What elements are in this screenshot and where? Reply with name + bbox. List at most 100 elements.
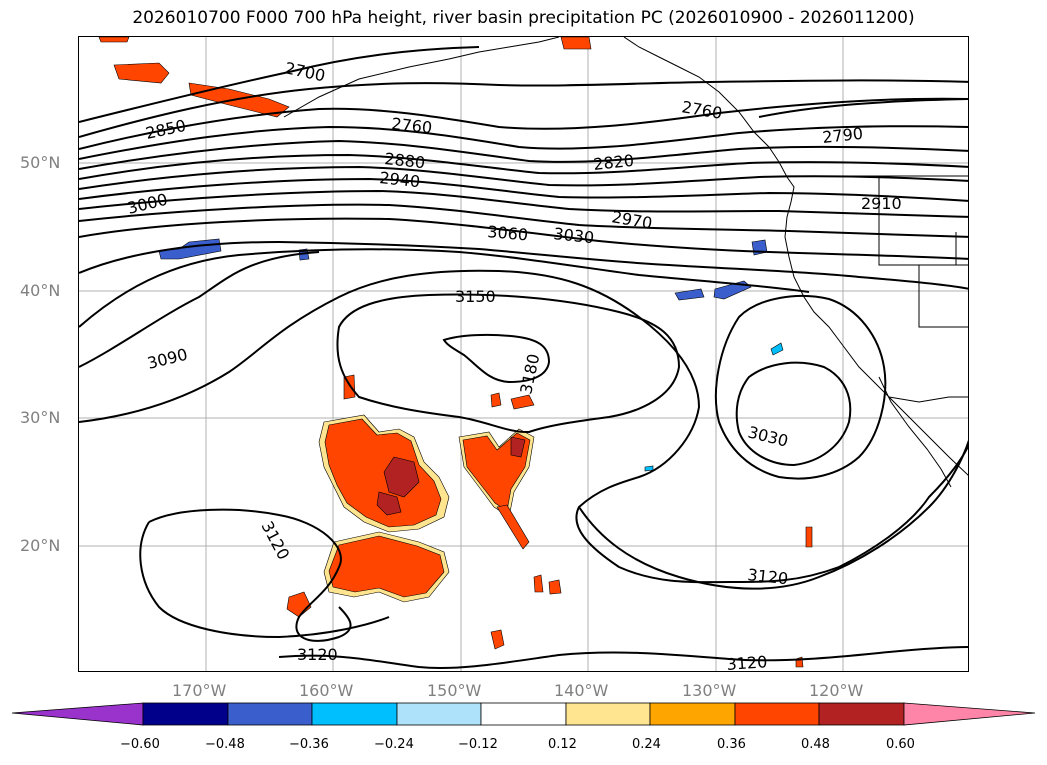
- precip-patch-small-c: [490, 392, 502, 408]
- contour-2700: [79, 46, 480, 123]
- contour-2880: [79, 165, 968, 190]
- contour-3120-north: [79, 269, 968, 584]
- lat-label-30n: 30°N: [20, 408, 61, 427]
- lat-label-40n: 40°N: [20, 281, 61, 300]
- contour-label-3120-south: 3120: [297, 645, 338, 664]
- precip-patch-central-core: [383, 456, 420, 498]
- baja-peninsula: [878, 376, 952, 488]
- precip-patch-central-main-orange: [324, 418, 442, 528]
- precip-patch-east-core: [510, 436, 526, 458]
- contour-2940: [79, 189, 968, 218]
- precip-patch-east-bar: [496, 504, 530, 550]
- precip-patch-north-4: [560, 37, 592, 50]
- contour-3030-south: [735, 361, 852, 467]
- contour-label-2700: 2700: [283, 58, 327, 85]
- precip-patch-south-small2: [533, 574, 544, 593]
- alaska-panhandle: [623, 37, 780, 163]
- contour-3060: [79, 248, 810, 328]
- colorbar-extend-low: [11, 702, 144, 726]
- mexico-border: [888, 396, 968, 403]
- contour-2820: [79, 139, 968, 170]
- contour-label-2820: 2820: [592, 151, 634, 174]
- precip-patch-east-small: [805, 526, 813, 548]
- contour-label-3150: 3150: [455, 287, 496, 306]
- colorbar-tick-012: 0.12: [548, 737, 577, 752]
- lon-label-120w: 120°W: [809, 681, 864, 700]
- contour-label-2790: 2790: [821, 124, 863, 147]
- colorbar: [11, 702, 1036, 726]
- contour-3180: [442, 333, 551, 384]
- contour-3120-south-loop: [148, 508, 352, 642]
- contour-label-2760: 2760: [391, 114, 433, 137]
- contour-3090: [79, 251, 320, 368]
- contour-label-group: 2700 2850 2760 2880 2940 3000 3060 3030 …: [125, 58, 902, 672]
- colorbar-tick-neg036: −0.36: [289, 737, 329, 752]
- lat-label-50n: 50°N: [20, 153, 61, 172]
- contour-3120-south: [139, 521, 390, 639]
- contour-label-3120-bottom: 3120: [726, 652, 768, 672]
- contour-2790: [79, 125, 968, 160]
- contour-2970: [79, 203, 968, 238]
- colorbar-tick-036: 0.36: [717, 737, 746, 752]
- contour-label-3030-south: 3030: [746, 422, 790, 450]
- contour-2760: [79, 97, 968, 150]
- colorbar-tick-024: 0.24: [632, 737, 661, 752]
- contour-3030-outer: [714, 295, 887, 480]
- contour-label-3090: 3090: [145, 345, 189, 373]
- precip-patch-south-small3: [548, 579, 562, 595]
- colorbar-bin: [142, 702, 229, 726]
- colorbar-tick-060: 0.60: [886, 737, 915, 752]
- colorbar-tick-neg048: −0.48: [205, 737, 245, 752]
- colorbar-tick-neg060: −0.60: [120, 737, 160, 752]
- contour-label-2910: 2910: [861, 194, 902, 213]
- colorbar-tick-048: 0.48: [801, 737, 830, 752]
- colorbar-bin: [480, 702, 567, 726]
- coastlines: [283, 37, 968, 488]
- state-border-2: [918, 265, 968, 328]
- contour-line-a: [79, 79, 968, 138]
- colorbar-tick-neg012: −0.12: [458, 737, 498, 752]
- lon-label-170w: 170°W: [172, 681, 227, 700]
- contour-label-2880: 2880: [384, 149, 426, 172]
- contour-label-3120-southeast: 3120: [747, 565, 789, 588]
- precip-patch-north-2: [188, 82, 290, 118]
- precip-patch-south-cluster-orange: [328, 535, 445, 598]
- height-contours: [79, 46, 968, 669]
- contour-label-2850: 2850: [144, 116, 188, 143]
- precip-patch-north-1: [113, 62, 170, 84]
- contour-3120-bottom: [278, 646, 968, 669]
- colorbar-bin: [227, 702, 313, 726]
- contour-3030-north: [79, 240, 968, 290]
- precip-patch-small-b: [510, 394, 535, 410]
- precip-patch-neg-east4: [770, 342, 784, 356]
- colorbar-tick-neg024: −0.24: [374, 737, 414, 752]
- lon-label-140w: 140°W: [554, 681, 609, 700]
- contour-label-3120-west: 3120: [257, 518, 293, 563]
- contour-label-3030-north: 3030: [553, 224, 595, 247]
- contour-2850: [79, 153, 968, 180]
- lon-label-150w: 150°W: [427, 681, 482, 700]
- lon-label-160w: 160°W: [299, 681, 354, 700]
- contour-3120-southeast: [578, 439, 968, 590]
- contour-label-2940: 2940: [379, 168, 421, 191]
- state-border-1: [878, 177, 968, 266]
- lon-label-130w: 130°W: [682, 681, 737, 700]
- na-west-coast: [778, 161, 968, 476]
- colorbar-bin: [311, 702, 398, 726]
- contour-label-3180: 3180: [516, 352, 543, 396]
- contour-3150: [336, 293, 681, 434]
- map-title: 2026010700 F000 700 hPa height, river ba…: [132, 8, 915, 28]
- colorbar-extend-high: [903, 702, 1036, 726]
- colorbar-bin: [649, 702, 736, 726]
- colorbar-bin: [818, 702, 905, 726]
- precip-patch-central-core2: [376, 491, 402, 516]
- contour-3000: [79, 217, 968, 260]
- colorbar-bin: [565, 702, 651, 726]
- precip-patch-north-3: [98, 37, 130, 43]
- colorbar-bin: [396, 702, 482, 726]
- alaska-coast: [283, 37, 560, 118]
- contour-label-2760-ne: 2760: [680, 97, 723, 123]
- contour-ne-2: [758, 98, 968, 118]
- contour-label-3060: 3060: [487, 222, 529, 244]
- map-panel: 2700 2850 2760 2880 2940 3000 3060 3030 …: [78, 36, 969, 672]
